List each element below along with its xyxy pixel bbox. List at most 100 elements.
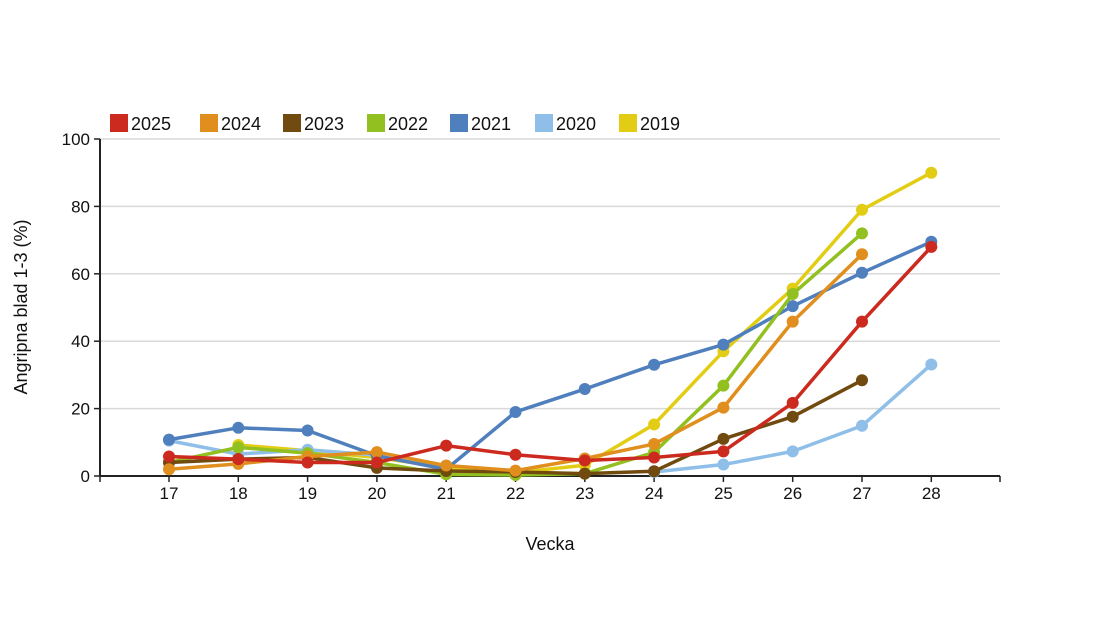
series-2019: [232, 166, 938, 479]
legend-item-2021: 2021: [450, 114, 511, 134]
x-tick-label: 17: [160, 484, 179, 503]
data-point-2023-w25: [717, 432, 730, 445]
x-tick-label: 18: [229, 484, 248, 503]
x-axis-ticks: 17 18 19 20 21 22 23 24 25 26 27 28: [160, 476, 941, 503]
series-line-2024: [167, 252, 864, 473]
data-point-2021-w27: [856, 266, 868, 279]
data-point-2024-w25: [717, 401, 730, 414]
x-tick-label: 21: [437, 484, 456, 503]
series-2023: [163, 374, 868, 480]
data-point-2023-w26: [786, 410, 799, 423]
x-tick-label: 20: [367, 484, 386, 503]
data-point-2025-w24: [648, 451, 661, 464]
data-point-2022-w27: [856, 227, 868, 240]
legend-label: 2022: [388, 114, 428, 134]
y-axis-title: Angripna blad 1-3 (%): [11, 219, 31, 394]
legend-label: 2025: [131, 114, 171, 134]
y-tick-label: 80: [71, 197, 90, 216]
data-point-2023-w23: [578, 467, 591, 480]
data-point-2021-w18: [232, 421, 245, 434]
data-point-2024-w26: [786, 315, 799, 328]
data-point-2020-w26: [786, 445, 799, 458]
data-point-2025-w18: [232, 453, 245, 466]
series-2022: [163, 227, 868, 481]
x-tick-label: 22: [506, 484, 525, 503]
series-2025: [163, 240, 938, 469]
data-point-2024-w24: [648, 437, 661, 450]
data-point-2025-w27: [856, 315, 868, 328]
x-tick-label: 19: [298, 484, 317, 503]
series-line-2025: [167, 245, 934, 465]
legend-item-2024: 2024: [200, 114, 261, 134]
y-tick-label: 60: [71, 265, 90, 284]
data-point-2024-w20: [370, 446, 383, 459]
legend: 2025 2024 2023 2022 2021 2020 2019: [110, 114, 680, 134]
legend-label: 2024: [221, 114, 261, 134]
data-point-2019-w24: [648, 418, 661, 431]
legend-swatch: [110, 114, 128, 132]
x-tick-label: 28: [922, 484, 941, 503]
legend-swatch: [367, 114, 385, 132]
x-tick-label: 24: [645, 484, 664, 503]
data-point-2021-w25: [717, 338, 730, 351]
x-tick-label: 27: [853, 484, 872, 503]
y-tick-label: 20: [71, 400, 90, 419]
legend-swatch: [283, 114, 301, 132]
data-point-2019-w27: [856, 203, 868, 216]
data-point-2021-w17: [163, 433, 175, 446]
data-point-2019-w28: [925, 166, 938, 179]
data-point-2024-w22: [509, 464, 522, 477]
data-point-2023-w27: [856, 374, 868, 387]
legend-item-2025: 2025: [110, 114, 171, 134]
data-point-2022-w25: [717, 379, 730, 392]
x-tick-label: 25: [714, 484, 733, 503]
data-point-2025-w17: [163, 450, 175, 463]
series-line-2019: [236, 170, 934, 475]
legend-swatch: [450, 114, 468, 132]
x-tick-label: 26: [783, 484, 802, 503]
y-tick-label: 0: [81, 467, 90, 486]
legend-item-2019: 2019: [619, 114, 680, 134]
y-axis-ticks: 0 20 40 60 80 100: [62, 130, 100, 486]
legend-swatch: [200, 114, 218, 132]
data-point-2025-w28: [925, 240, 938, 253]
x-axis-title: Vecka: [525, 534, 575, 554]
data-point-2021-w26: [786, 300, 799, 313]
series-line-2022: [167, 231, 864, 477]
legend-swatch: [535, 114, 553, 132]
data-point-2025-w20: [370, 456, 383, 469]
data-point-2024-w21: [440, 459, 453, 472]
legend-label: 2020: [556, 114, 596, 134]
data-point-2021-w24: [648, 358, 661, 371]
data-point-2022-w18: [232, 441, 245, 454]
data-point-2021-w19: [301, 424, 314, 437]
y-tick-label: 40: [71, 332, 90, 351]
data-point-2025-w23: [578, 454, 591, 467]
series-group: [163, 166, 938, 481]
data-point-2023-w24: [648, 465, 661, 478]
legend-label: 2021: [471, 114, 511, 134]
data-point-2024-w17: [163, 463, 175, 476]
data-point-2022-w26: [786, 288, 799, 301]
data-point-2025-w26: [786, 396, 799, 409]
legend-swatch: [619, 114, 637, 132]
legend-label: 2023: [304, 114, 344, 134]
data-point-2021-w23: [578, 383, 591, 396]
x-tick-label: 23: [575, 484, 594, 503]
data-point-2025-w22: [509, 448, 522, 461]
data-point-2025-w25: [717, 445, 730, 458]
legend-item-2022: 2022: [367, 114, 428, 134]
data-point-2024-w27: [856, 248, 868, 261]
series-2024: [163, 248, 868, 477]
data-point-2020-w28: [925, 358, 938, 371]
legend-label: 2019: [640, 114, 680, 134]
data-point-2025-w21: [440, 439, 453, 452]
legend-item-2023: 2023: [283, 114, 344, 134]
legend-item-2020: 2020: [535, 114, 596, 134]
data-point-2020-w25: [717, 458, 730, 471]
data-point-2025-w19: [301, 456, 314, 469]
y-tick-label: 100: [62, 130, 90, 149]
gridlines: [100, 138, 1000, 410]
data-point-2021-w22: [509, 405, 522, 418]
